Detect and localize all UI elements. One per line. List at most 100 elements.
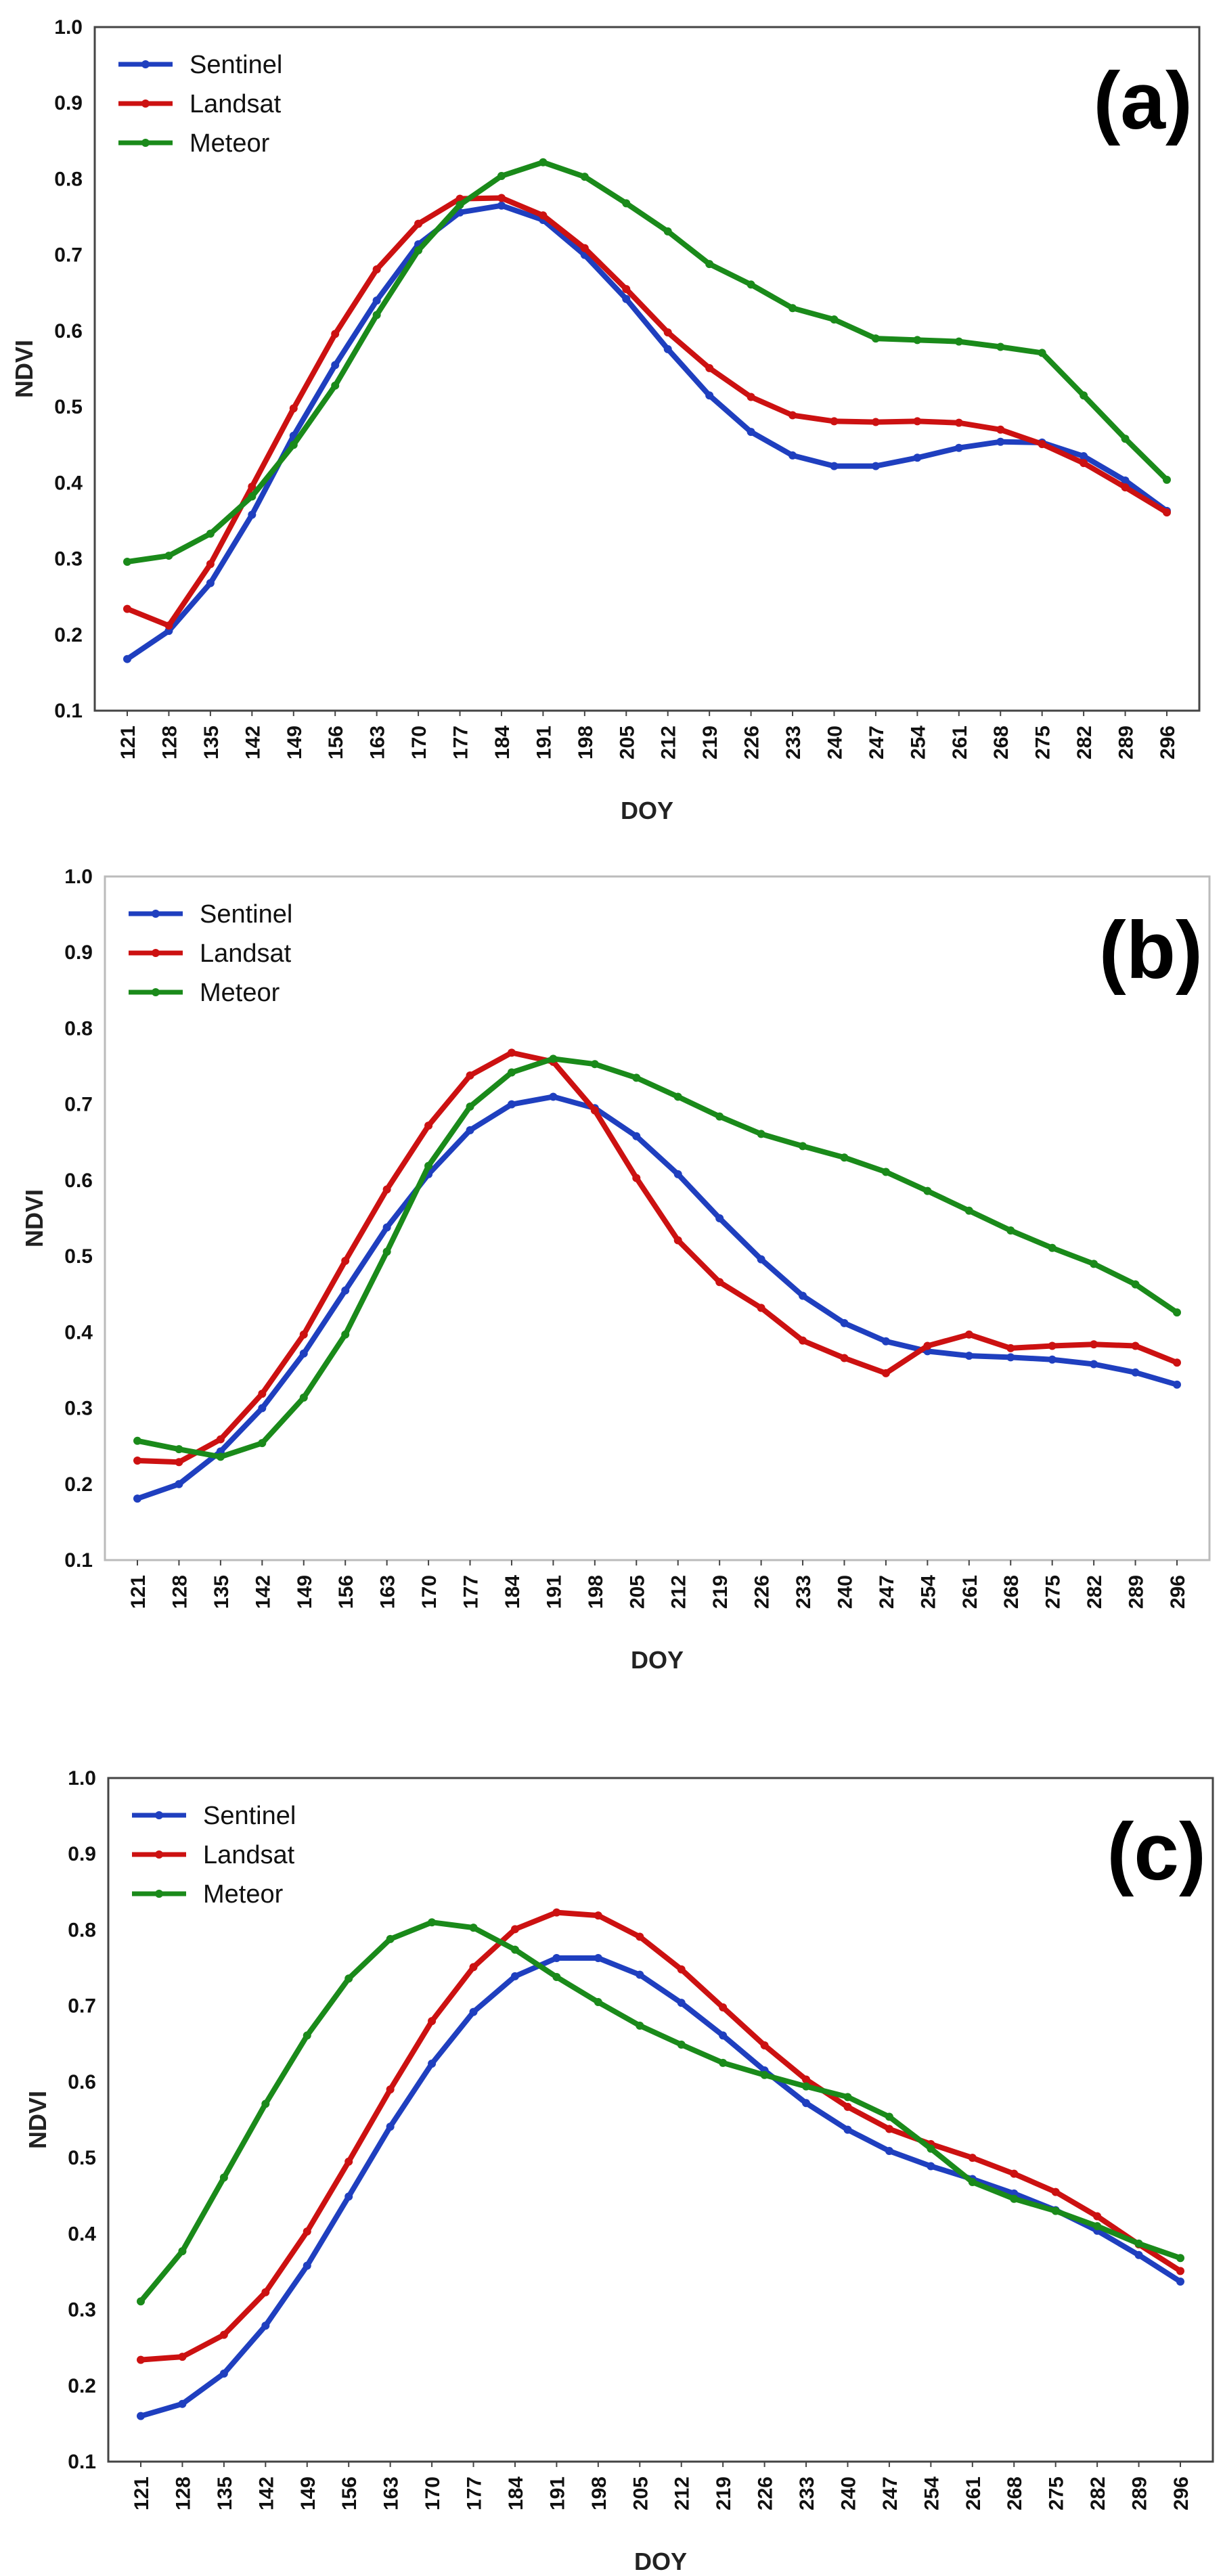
y-tick-label: 0.5: [64, 1245, 93, 1268]
x-tick-label: 254: [907, 726, 929, 759]
data-point-landsat: [580, 244, 589, 252]
y-tick-label: 0.1: [54, 700, 83, 722]
data-point-meteor: [1010, 2194, 1019, 2203]
x-tick-label: 121: [117, 726, 139, 759]
data-point-meteor: [1173, 1308, 1181, 1317]
data-point-landsat: [705, 363, 714, 372]
legend-label-landsat: Landsat: [200, 939, 292, 968]
x-tick-label: 149: [294, 1575, 316, 1609]
data-point-landsat: [466, 1071, 474, 1080]
series-line-landsat: [135, 1050, 1180, 1465]
data-point-meteor: [996, 342, 1005, 351]
data-point-landsat: [428, 2017, 437, 2026]
data-point-sentinel: [175, 1480, 183, 1488]
x-tick-label: 275: [1032, 726, 1054, 759]
data-point-landsat: [133, 1456, 141, 1465]
data-point-meteor: [428, 1918, 437, 1927]
x-tick-label: 163: [377, 1575, 399, 1609]
data-point-meteor: [289, 441, 298, 449]
data-point-sentinel: [636, 1970, 644, 1979]
x-tick-label: 184: [505, 2477, 527, 2510]
x-tick-label: 149: [297, 2477, 319, 2510]
y-tick-label: 0.3: [64, 1398, 93, 1420]
legend: Sentinel Landsat Meteor: [132, 1802, 296, 1909]
x-tick-label: 289: [1115, 726, 1138, 759]
y-tick-label: 0.6: [68, 2071, 96, 2093]
data-point-meteor: [715, 1112, 724, 1121]
data-point-landsat: [414, 219, 423, 228]
data-point-meteor: [885, 2112, 893, 2121]
data-point-sentinel: [303, 2261, 311, 2270]
data-point-sentinel: [1173, 1380, 1181, 1389]
legend-marker-meteor: [155, 1890, 163, 1898]
x-tick-label: 177: [450, 726, 472, 759]
x-tick-label: 149: [284, 726, 306, 759]
data-point-sentinel: [219, 2369, 228, 2378]
y-tick-label: 0.2: [54, 624, 83, 646]
data-point-sentinel: [1090, 1360, 1098, 1369]
data-point-landsat: [552, 1908, 561, 1917]
data-point-landsat: [747, 393, 755, 401]
data-point-sentinel: [331, 361, 340, 370]
data-point-landsat: [497, 194, 506, 202]
data-point-meteor: [466, 1103, 474, 1111]
data-point-meteor: [881, 1168, 890, 1176]
data-point-landsat: [1090, 1340, 1098, 1349]
data-point-sentinel: [1048, 1355, 1057, 1364]
data-point-sentinel: [802, 2099, 811, 2108]
y-tick-label: 0.8: [54, 168, 83, 190]
x-tick-label: 191: [543, 1575, 565, 1609]
x-tick-label: 268: [1000, 1575, 1023, 1609]
data-point-sentinel: [1131, 1368, 1140, 1377]
x-tick-label: 212: [668, 1575, 690, 1609]
data-point-landsat: [788, 411, 797, 420]
x-tick-label: 177: [460, 1575, 483, 1609]
x-tick-label: 170: [418, 1575, 441, 1609]
data-point-landsat: [1010, 2169, 1019, 2178]
data-point-meteor: [299, 1393, 308, 1402]
x-tick-label: 163: [367, 726, 389, 759]
data-point-meteor: [216, 1452, 225, 1461]
panel-label: (b): [1099, 905, 1203, 996]
data-point-sentinel: [137, 2412, 145, 2420]
data-point-landsat: [178, 2353, 187, 2361]
data-point-meteor: [331, 381, 340, 390]
data-point-landsat: [719, 2003, 728, 2012]
data-point-sentinel: [705, 391, 714, 400]
x-tick-label: 212: [658, 726, 680, 759]
data-point-meteor: [175, 1445, 183, 1454]
x-tick-label: 135: [214, 2477, 236, 2510]
data-point-meteor: [590, 1060, 599, 1069]
data-point-sentinel: [885, 2147, 893, 2156]
data-point-meteor: [386, 1934, 395, 1943]
x-tick-label: 219: [699, 726, 721, 759]
data-point-sentinel: [386, 2123, 395, 2131]
data-point-meteor: [507, 1068, 516, 1077]
x-tick-label: 198: [575, 726, 597, 759]
series-sentinel: [133, 1092, 1181, 1503]
y-tick-label: 0.8: [64, 1017, 93, 1040]
data-point-landsat: [1163, 508, 1171, 517]
data-point-meteor: [622, 199, 631, 208]
y-tick-label: 1.0: [64, 866, 93, 888]
x-tick-label: 226: [741, 726, 763, 759]
data-point-sentinel: [881, 1337, 890, 1346]
panel-label: (c): [1107, 1806, 1206, 1897]
x-tick-label: 240: [824, 726, 846, 759]
data-point-landsat: [175, 1458, 183, 1467]
data-point-sentinel: [594, 1953, 602, 1962]
y-tick-label: 0.8: [68, 1919, 96, 1941]
data-point-meteor: [594, 1998, 602, 2007]
data-point-meteor: [580, 173, 589, 181]
y-tick-label: 0.5: [54, 396, 83, 418]
x-tick-label: 198: [588, 2477, 610, 2510]
data-point-sentinel: [299, 1349, 308, 1358]
data-point-meteor: [632, 1073, 641, 1082]
series-landsat: [137, 1908, 1184, 2364]
data-point-sentinel: [507, 1100, 516, 1109]
data-point-meteor: [261, 2100, 270, 2108]
x-tick-label: 275: [1046, 2477, 1068, 2510]
data-point-meteor: [552, 1973, 561, 1982]
x-tick-label: 254: [920, 2477, 943, 2510]
data-point-sentinel: [344, 2192, 353, 2201]
